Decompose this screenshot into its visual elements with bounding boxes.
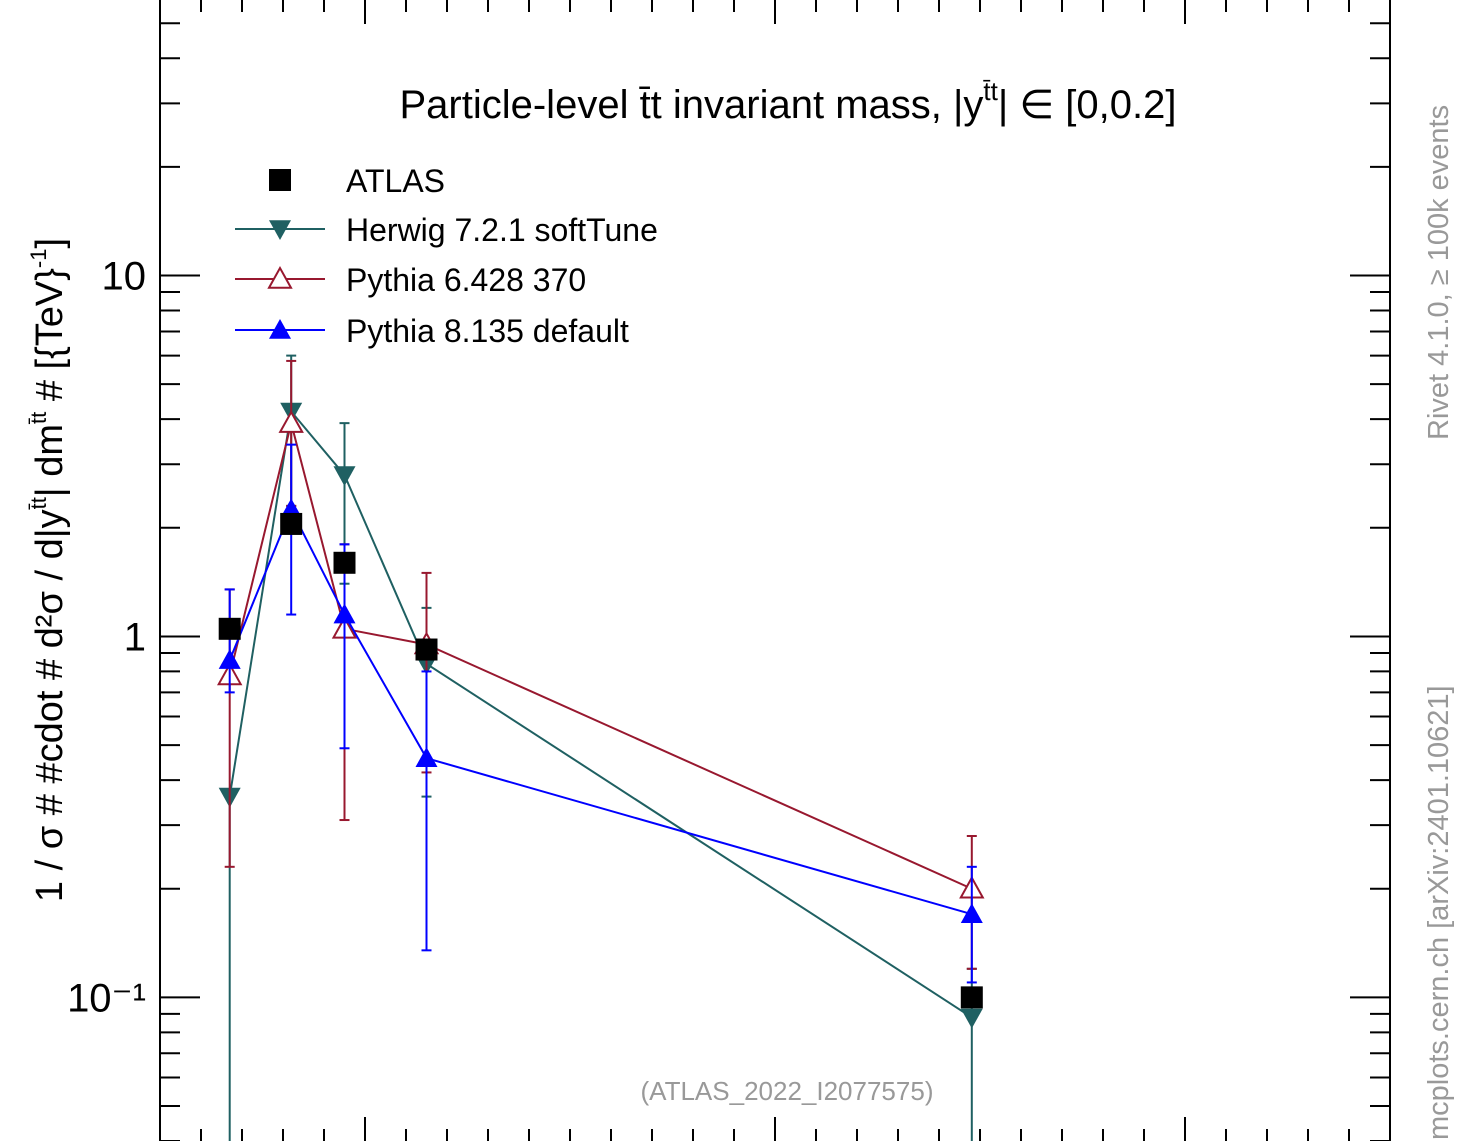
marker-square — [269, 169, 291, 191]
legend-label: Herwig 7.2.1 softTune — [346, 212, 658, 248]
y-axis-label-close: ] — [29, 238, 71, 249]
marker-square — [218, 617, 241, 640]
y-axis-label-sup1: t̄t — [26, 497, 51, 509]
y-axis-label: 1 / σ # #cdot # d²σ / d|yt̄t| dmt̄t # [{… — [26, 238, 71, 902]
y-axis-label-main: 1 / σ # #cdot # d²σ / d|y — [29, 509, 71, 902]
marker-triangle-down — [960, 1008, 983, 1029]
marker-triangle-down — [269, 220, 291, 240]
y-axis-label-sup3: -1 — [26, 249, 51, 269]
marker-triangle-up — [333, 603, 356, 624]
marker-triangle-down — [333, 466, 356, 487]
y-axis-label-mid: | dm — [29, 424, 71, 497]
marker-triangle-up — [218, 649, 241, 669]
chart-title-end: | ∈ [0,0.2] — [998, 83, 1177, 127]
axis-ticks — [159, 0, 1391, 1141]
legend-item: Pythia 8.135 default — [235, 313, 629, 349]
legend-item: Pythia 6.428 370 — [235, 262, 586, 298]
legend-item: ATLAS — [269, 163, 445, 199]
marker-triangle-up-open — [267, 265, 293, 289]
chart-title-main: Particle-level t̄t invariant mass, |y — [399, 83, 983, 127]
marker-triangle-up — [269, 319, 291, 339]
series-herwig-7-2-1-softtune — [218, 354, 983, 1141]
analysis-label: (ATLAS_2022_I2077575) — [641, 1076, 934, 1106]
marker-triangle-up — [415, 747, 438, 767]
legend-item: Herwig 7.2.1 softTune — [235, 212, 658, 248]
side-label-bottom: mcplots.cern.ch [arXiv:2401.10621] — [1423, 685, 1455, 1140]
y-axis-label-end: # [{TeV} — [29, 268, 71, 412]
y-axis-label-sup2: t̄t — [26, 412, 51, 424]
marker-triangle-up — [960, 903, 983, 924]
marker-triangle-up-open — [278, 410, 304, 433]
legend-label: ATLAS — [346, 163, 445, 199]
marker-square — [415, 638, 438, 661]
series-pythia-6-428-370 — [217, 359, 985, 970]
legend-label: Pythia 6.428 370 — [346, 262, 586, 298]
series-atlas — [218, 512, 983, 1009]
marker-square — [280, 512, 303, 535]
side-label-top: Rivet 4.1.0, ≥ 100k events — [1423, 105, 1455, 440]
plot-frame — [159, 0, 1391, 1141]
y-tick-label: 10⁻¹ — [67, 976, 146, 1020]
y-tick-labels: 10⁻¹ 1 10 — [67, 255, 146, 1021]
series-line — [228, 409, 973, 1019]
legend-label: Pythia 8.135 default — [346, 313, 629, 349]
marker-square — [333, 551, 356, 574]
marker-square — [960, 986, 983, 1009]
series-pythia-8-135-default — [218, 443, 983, 984]
y-tick-label: 10 — [102, 255, 147, 299]
y-tick-label: 1 — [124, 615, 146, 659]
chart-title: Particle-level t̄t invariant mass, |yt̄t… — [399, 76, 1176, 127]
series-layer — [217, 354, 985, 1141]
legend: ATLAS Herwig 7.2.1 softTune Pythia 6.428 3… — [235, 163, 658, 349]
chart-title-sup: t̄t — [983, 76, 999, 106]
series-line — [228, 422, 973, 890]
